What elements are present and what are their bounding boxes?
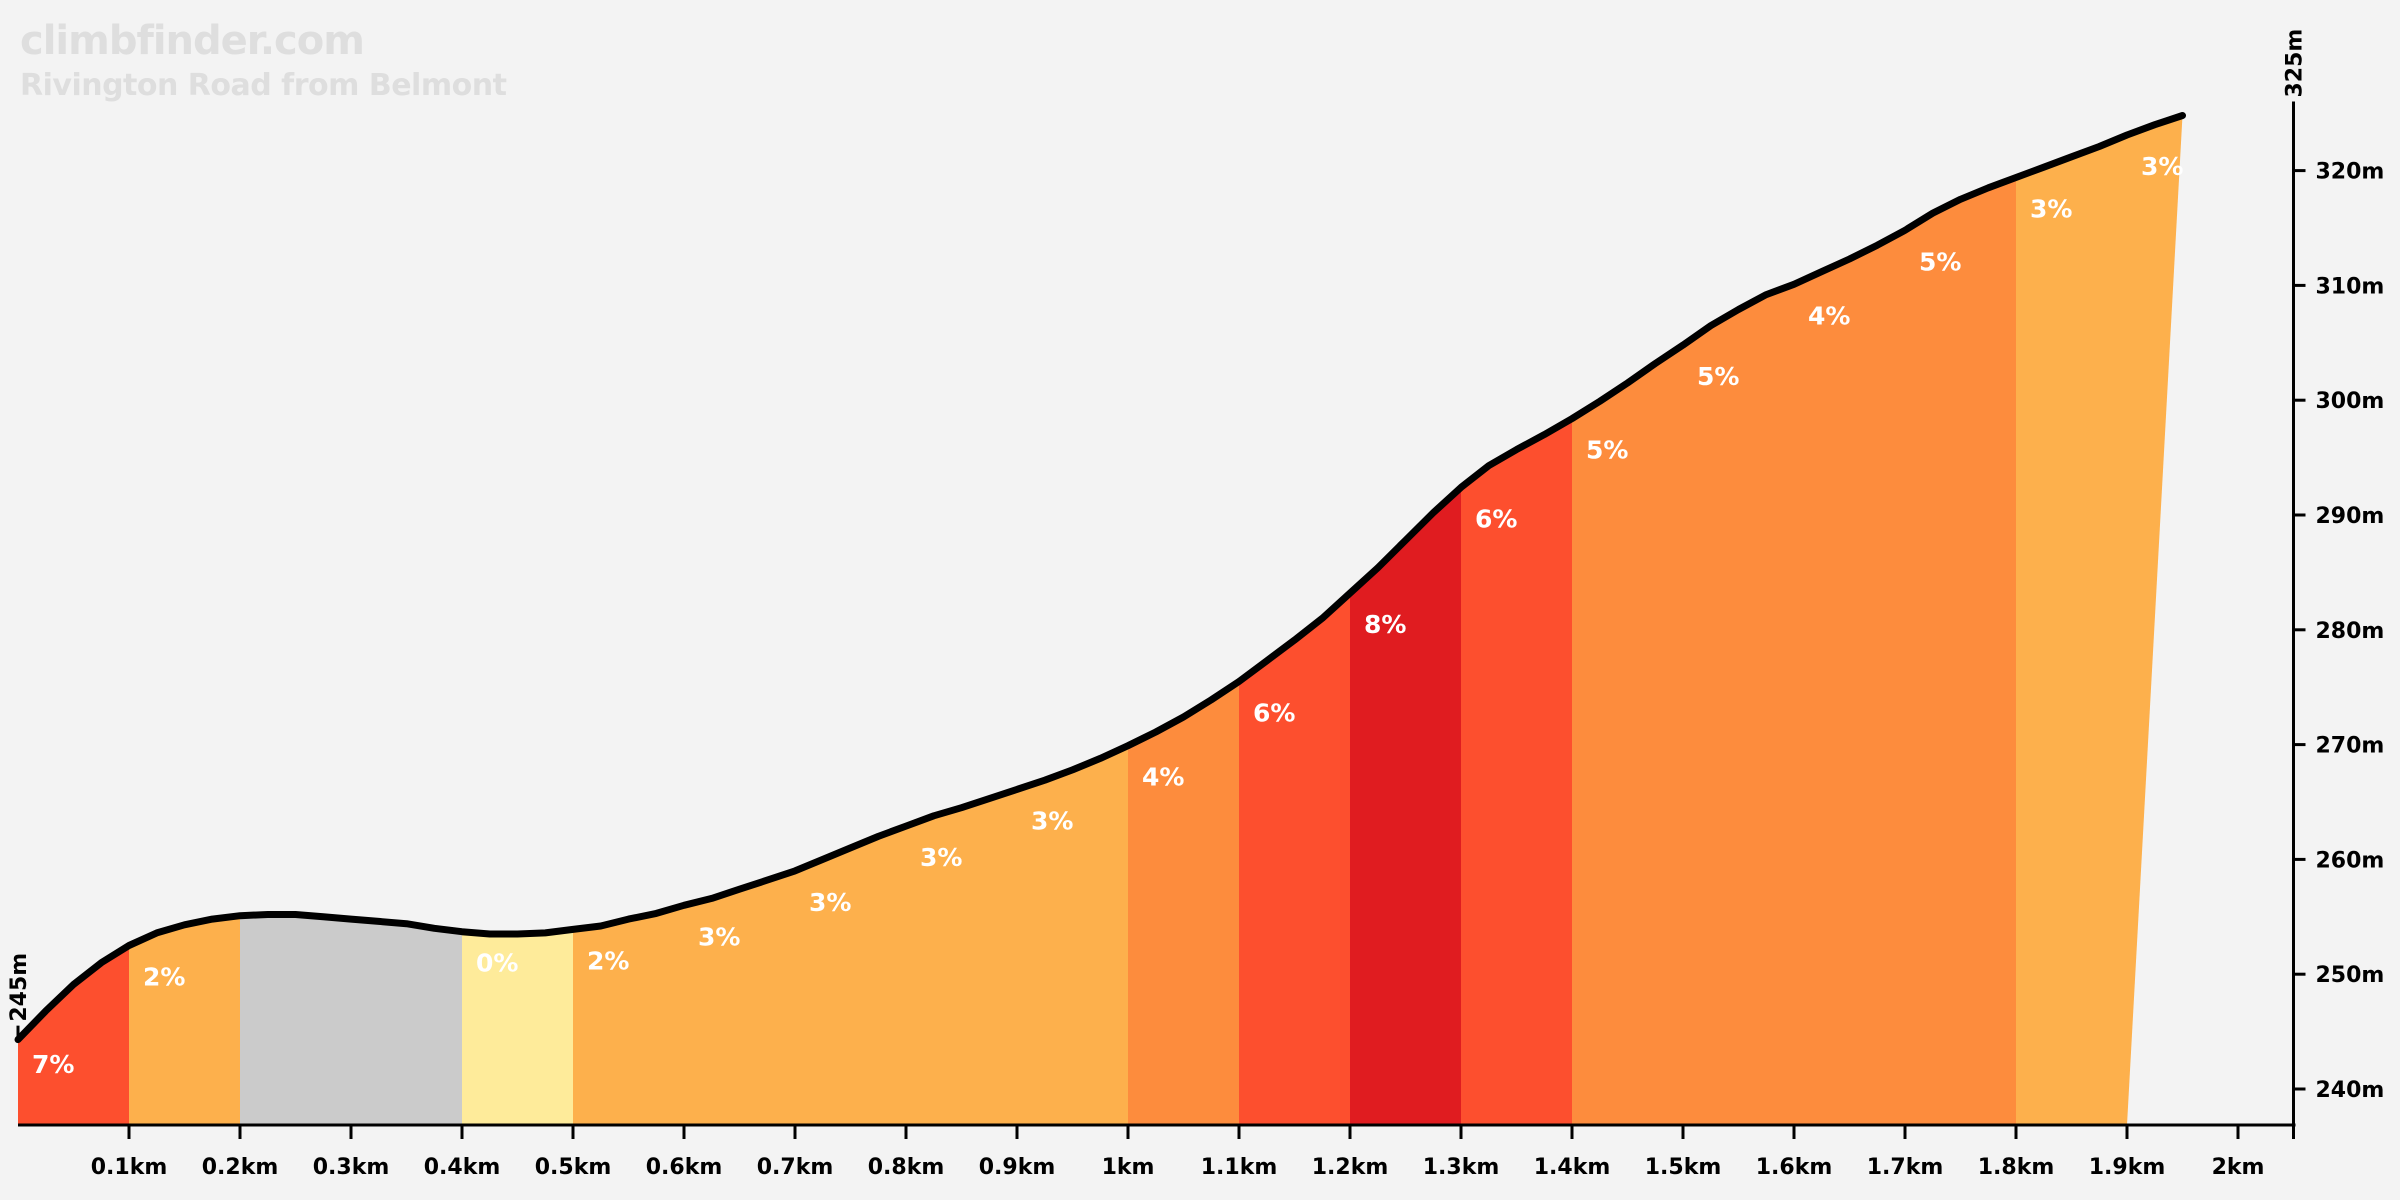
x-tick-label: 1.7km bbox=[1867, 1155, 1944, 1180]
gradient-segment bbox=[1239, 593, 1350, 1125]
grade-label: 5% bbox=[1586, 436, 1628, 465]
x-tick-label: 1.2km bbox=[1312, 1155, 1389, 1180]
grade-label: 3% bbox=[920, 843, 962, 872]
gradient-segment bbox=[1461, 418, 1572, 1126]
x-tick-label: 1.3km bbox=[1423, 1155, 1500, 1180]
gradient-segment bbox=[462, 929, 573, 1125]
gradient-segment bbox=[1683, 284, 1794, 1125]
start-elevation-label: 245m bbox=[7, 953, 32, 1022]
y-tick-label: 280m bbox=[2316, 619, 2385, 644]
gradient-segments bbox=[18, 115, 2183, 1126]
y-tick-label: 290m bbox=[2316, 504, 2385, 529]
x-tick-label: 0.7km bbox=[757, 1155, 834, 1180]
grade-label: 2% bbox=[143, 963, 185, 992]
x-tick-label: 2km bbox=[2212, 1155, 2265, 1180]
grade-label: 3% bbox=[698, 922, 740, 951]
grade-label: 6% bbox=[1253, 698, 1295, 727]
site-branding: climbfinder.com bbox=[20, 18, 365, 64]
gradient-segment bbox=[573, 905, 684, 1125]
grade-label: 4% bbox=[1808, 301, 1850, 330]
x-tick-label: 0.3km bbox=[313, 1155, 390, 1180]
elevation-profile bbox=[14, 112, 2186, 1044]
grade-label: 3% bbox=[2141, 152, 2183, 181]
y-tick-label: 300m bbox=[2316, 389, 2385, 414]
y-tick-label: 250m bbox=[2316, 963, 2385, 988]
gradient-segment bbox=[1350, 487, 1461, 1125]
grade-label: 0% bbox=[476, 949, 518, 978]
grade-label: 8% bbox=[1364, 610, 1406, 639]
x-tick-label: 0.9km bbox=[979, 1155, 1056, 1180]
x-tick-label: 1.8km bbox=[1978, 1155, 2055, 1180]
x-tick-label: 1.6km bbox=[1756, 1155, 1833, 1180]
gradient-segment bbox=[1572, 345, 1683, 1126]
gradient-segment bbox=[1128, 681, 1239, 1125]
grade-label: 6% bbox=[1475, 504, 1517, 533]
x-tick-label: 1km bbox=[1102, 1155, 1155, 1180]
y-tick-label: 260m bbox=[2316, 848, 2385, 873]
x-tick-label: 1.1km bbox=[1201, 1155, 1278, 1180]
x-tick-label: 0.8km bbox=[868, 1155, 945, 1180]
gradient-segment bbox=[2127, 115, 2183, 1125]
x-tick-label: 0.4km bbox=[424, 1155, 501, 1180]
x-tick-label: 0.5km bbox=[535, 1155, 612, 1180]
y-tick-label: 320m bbox=[2316, 160, 2385, 185]
grade-labels: 7% 2% 0% 2% 3% 3% 3% 3% 4% 6% 8% 6% 5% 5% 4% 5% 3% 3% bbox=[32, 152, 2183, 1079]
end-elevation-label: 325m bbox=[2283, 29, 2308, 98]
grade-label: 3% bbox=[2030, 194, 2072, 223]
x-tick-label: 1.9km bbox=[2089, 1155, 2166, 1180]
grade-label: 2% bbox=[587, 946, 629, 975]
gradient-segment bbox=[2016, 135, 2127, 1125]
gradient-segment bbox=[684, 870, 795, 1125]
grade-label: 3% bbox=[809, 888, 851, 917]
x-tick-label: 1.4km bbox=[1534, 1155, 1611, 1180]
grade-label: 4% bbox=[1142, 763, 1184, 792]
x-tick-label: 0.2km bbox=[202, 1155, 279, 1180]
gradient-segment bbox=[129, 915, 240, 1125]
y-tick-label: 310m bbox=[2316, 274, 2385, 299]
y-tick-label: 240m bbox=[2316, 1078, 2385, 1103]
gradient-segment bbox=[1794, 230, 1905, 1126]
x-tick-label: 0.6km bbox=[646, 1155, 723, 1180]
gradient-segment bbox=[906, 789, 1017, 1125]
gradient-segment bbox=[795, 826, 906, 1125]
gradient-segment bbox=[1905, 177, 2016, 1125]
x-tick-label: 0.1km bbox=[91, 1155, 168, 1180]
axes: 0.1km 0.2km 0.3km 0.4km 0.5km 0.6km 0.7km 0.8km… bbox=[7, 29, 2384, 1180]
y-tick-label: 270m bbox=[2316, 734, 2385, 759]
gradient-segment bbox=[1017, 745, 1128, 1125]
grade-label: 3% bbox=[1031, 806, 1073, 835]
elevation-line bbox=[14, 112, 2186, 1044]
gradient-segment bbox=[240, 914, 462, 1125]
grade-label: 5% bbox=[1697, 362, 1739, 391]
x-tick-label: 1.5km bbox=[1645, 1155, 1722, 1180]
grade-label: 7% bbox=[32, 1050, 74, 1079]
grade-label: 5% bbox=[1919, 247, 1961, 276]
climb-name: Rivington Road from Belmont bbox=[20, 68, 507, 103]
gradient-segment bbox=[18, 945, 129, 1125]
